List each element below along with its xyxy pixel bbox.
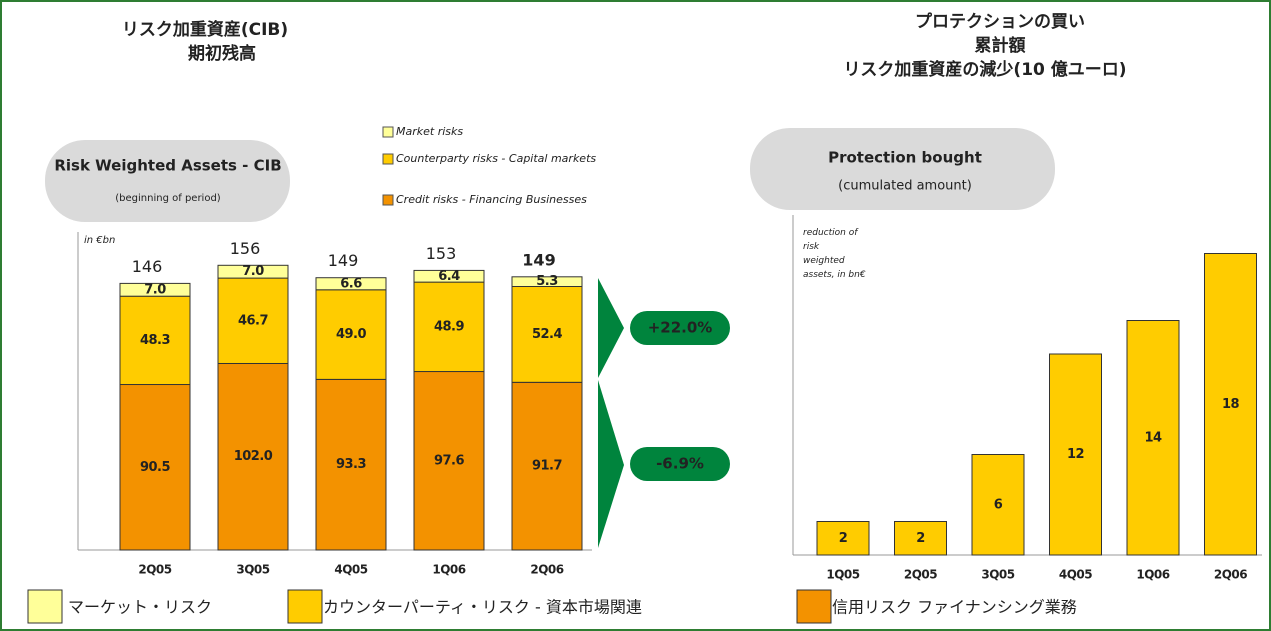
bar-segment: [217, 264, 289, 279]
value-label: 52.4: [532, 327, 563, 342]
bar-segment: [511, 286, 583, 383]
value-label: 5.3: [536, 274, 558, 289]
total-label: 156: [230, 239, 261, 258]
bar-segment: [315, 289, 387, 380]
legend-swatch: [382, 194, 394, 206]
value-label: 46.7: [238, 313, 269, 328]
x-tick-label: 4Q05: [334, 563, 367, 577]
value-label: 48.9: [434, 319, 465, 334]
value-label: 2: [916, 531, 925, 546]
value-label: 6.4: [438, 269, 460, 284]
value-label: 7.0: [144, 282, 166, 297]
y-axis-label: reduction of risk weighted assets, in bn€: [803, 228, 866, 280]
value-label: 7.0: [242, 264, 264, 279]
bar-segment: [413, 371, 485, 551]
unit-label: in €bn: [84, 235, 115, 246]
bar-segment: [413, 269, 485, 283]
x-tick-label: 3Q05: [236, 563, 269, 577]
value-label: 91.7: [532, 459, 563, 474]
annotation: -6.9%: [656, 455, 704, 473]
bar-segment: [413, 281, 485, 373]
legend-label: マーケット・リスク: [68, 598, 212, 617]
jp-title: 累計額: [975, 35, 1026, 56]
total-label: 149: [522, 250, 555, 269]
bar-segment: [315, 378, 387, 551]
jp-title: リスク加重資産の減少(10 億ユーロ): [843, 59, 1126, 80]
value-label: 18: [1222, 397, 1240, 412]
value-label: 14: [1144, 430, 1162, 445]
bar-segment: [119, 282, 191, 297]
jp-title: リスク加重資産(CIB): [122, 19, 288, 40]
value-label: 2: [839, 531, 848, 546]
chart-subtitle: (cumulated amount): [838, 179, 972, 194]
pill: [630, 447, 730, 481]
total-label: 149: [328, 251, 359, 270]
bar: [816, 521, 870, 556]
legend-label: Market risks: [396, 125, 463, 138]
x-tick-label: 2Q06: [1214, 568, 1247, 582]
legend-swatch: [382, 126, 394, 138]
value-label: 93.3: [336, 457, 367, 472]
chart-title: Risk Weighted Assets - CIB: [54, 157, 281, 175]
jp-title: 期初残高: [188, 43, 256, 64]
arrow: [598, 278, 624, 378]
bar-segment: [217, 362, 289, 551]
arrow: [598, 380, 624, 548]
chart-title: Protection bought: [828, 149, 982, 167]
value-label: 12: [1067, 447, 1084, 462]
bar: [1204, 253, 1257, 556]
value-label: 97.6: [434, 453, 465, 468]
value-label: 6.6: [340, 276, 362, 291]
x-tick-label: 4Q05: [1059, 568, 1092, 582]
total-label: 153: [426, 244, 457, 263]
value-label: 48.3: [140, 333, 171, 348]
legend-swatch: [382, 153, 394, 165]
value-label: 102.0: [234, 449, 273, 464]
x-tick-label: 2Q06: [530, 563, 563, 577]
value-label: 6: [994, 497, 1003, 512]
bar-segment: [315, 277, 387, 291]
bar-segment: [511, 381, 583, 551]
bar: [1049, 353, 1102, 556]
value-label: 49.0: [336, 327, 367, 342]
bar: [971, 454, 1025, 556]
x-tick-label: 1Q06: [432, 563, 465, 577]
x-tick-label: 2Q05: [904, 568, 937, 582]
annotation: +22.0%: [648, 319, 713, 337]
bar: [894, 521, 947, 556]
legend-label: 信用リスク ファイナンシング業務: [832, 598, 1077, 617]
bar: [1126, 320, 1180, 556]
legend-label: Credit risks - Financing Businesses: [396, 193, 587, 206]
title-box: [45, 140, 290, 222]
chart-subtitle: (beginning of period): [115, 193, 221, 204]
x-tick-label: 1Q05: [826, 568, 859, 582]
legend-label: カウンターパーティ・リスク - 資本市場関連: [323, 598, 642, 617]
total-label: 146: [132, 257, 163, 276]
x-tick-label: 1Q06: [1136, 568, 1169, 582]
legend-swatch: [287, 589, 323, 624]
legend-swatch: [796, 589, 832, 624]
bar-segment: [511, 276, 583, 288]
legend-label: Counterparty risks - Capital markets: [396, 152, 596, 165]
jp-title: プロテクションの買い: [915, 11, 1085, 32]
title-box: [750, 128, 1055, 210]
x-tick-label: 3Q05: [981, 568, 1014, 582]
value-label: 90.5: [140, 460, 171, 475]
x-tick-label: 2Q05: [138, 563, 171, 577]
legend-swatch: [27, 589, 63, 624]
pill: [630, 311, 730, 345]
